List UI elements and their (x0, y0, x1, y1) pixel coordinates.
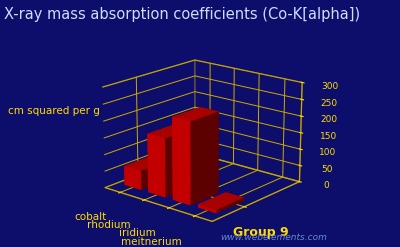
Text: www.webelements.com: www.webelements.com (220, 233, 327, 242)
Text: cm squared per g: cm squared per g (8, 106, 100, 116)
Text: X-ray mass absorption coefficients (Co-K[alpha]): X-ray mass absorption coefficients (Co-K… (4, 7, 360, 22)
